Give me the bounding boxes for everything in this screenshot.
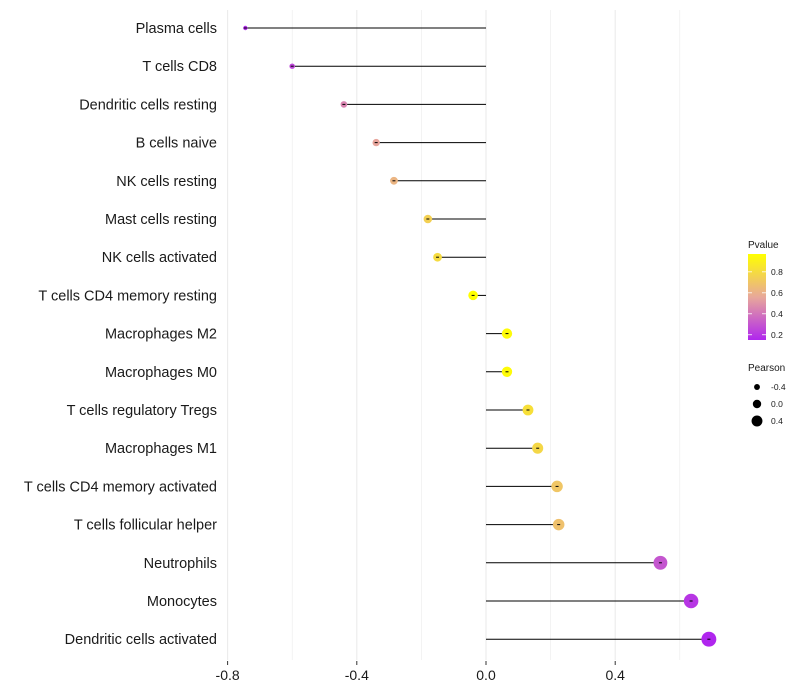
x-tick-label: 0.0	[476, 667, 496, 683]
category-label: T cells CD4 memory activated	[24, 479, 217, 495]
pvalue-legend-title: Pvalue	[748, 240, 779, 251]
x-tick-label: -0.8	[216, 667, 240, 683]
colorbar-tick-label: 0.6	[771, 288, 783, 298]
category-label: Macrophages M0	[105, 365, 217, 381]
colorbar-tick-label: 0.8	[771, 267, 783, 277]
category-label: B cells naive	[136, 136, 217, 152]
category-label: Macrophages M2	[105, 327, 217, 343]
colorbar-tick-label: 0.2	[771, 330, 783, 340]
points	[243, 25, 717, 647]
category-label: NK cells resting	[116, 174, 217, 190]
category-label: Plasma cells	[136, 21, 217, 37]
category-label: Monocytes	[147, 594, 217, 610]
size-legend-dot	[751, 415, 763, 427]
size-legend-label: 0.4	[771, 416, 783, 426]
category-labels: Plasma cells T cells CD8 Dendritic cells r…	[24, 21, 217, 648]
pearson-size-legend: -0.4 0.0 0.4	[751, 382, 786, 427]
category-label: T cells CD4 memory resting	[38, 288, 217, 304]
size-legend-dot	[752, 399, 762, 409]
x-axis-ticks: -0.8 -0.4 0.0 0.4	[216, 661, 625, 683]
category-label: Dendritic cells resting	[79, 97, 217, 113]
x-tick-label: -0.4	[345, 667, 369, 683]
pearson-legend-title: Pearson	[748, 363, 785, 374]
category-label: T cells regulatory Tregs	[67, 403, 217, 419]
category-label: Macrophages M1	[105, 441, 217, 457]
category-label: NK cells activated	[102, 250, 217, 266]
legends: Pvalue 0.2 0.4 0.6 0.8 Pearson -0.4 0.0 0.4	[748, 240, 786, 427]
category-label: T cells follicular helper	[74, 518, 217, 534]
category-label: Dendritic cells activated	[65, 632, 217, 648]
size-legend-dot	[754, 384, 760, 390]
grid-lines	[227, 10, 681, 660]
x-tick-label: 0.4	[605, 667, 625, 683]
pvalue-colorbar	[748, 254, 766, 340]
stems	[245, 27, 709, 640]
size-legend-label: 0.0	[771, 399, 783, 409]
category-label: T cells CD8	[142, 59, 217, 75]
pvalue-colorbar-ticks: 0.2 0.4 0.6 0.8	[748, 267, 783, 340]
colorbar-tick-label: 0.4	[771, 309, 783, 319]
size-legend-label: -0.4	[771, 382, 786, 392]
category-label: Mast cells resting	[105, 212, 217, 228]
category-label: Neutrophils	[144, 556, 217, 572]
